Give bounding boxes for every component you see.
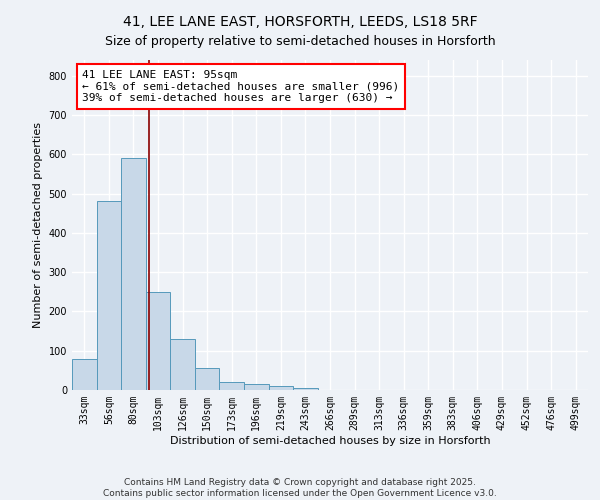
- Text: 41, LEE LANE EAST, HORSFORTH, LEEDS, LS18 5RF: 41, LEE LANE EAST, HORSFORTH, LEEDS, LS1…: [122, 15, 478, 29]
- Bar: [170, 339, 195, 390]
- Y-axis label: Number of semi-detached properties: Number of semi-detached properties: [33, 122, 43, 328]
- Bar: [146, 292, 170, 390]
- Bar: [72, 358, 97, 390]
- X-axis label: Distribution of semi-detached houses by size in Horsforth: Distribution of semi-detached houses by …: [170, 436, 490, 446]
- Bar: [220, 382, 244, 390]
- Bar: [244, 384, 269, 390]
- Text: Contains HM Land Registry data © Crown copyright and database right 2025.
Contai: Contains HM Land Registry data © Crown c…: [103, 478, 497, 498]
- Bar: [97, 202, 121, 390]
- Bar: [293, 388, 318, 390]
- Bar: [269, 386, 293, 390]
- Text: 41 LEE LANE EAST: 95sqm
← 61% of semi-detached houses are smaller (996)
39% of s: 41 LEE LANE EAST: 95sqm ← 61% of semi-de…: [82, 70, 400, 103]
- Bar: [195, 368, 220, 390]
- Text: Size of property relative to semi-detached houses in Horsforth: Size of property relative to semi-detach…: [104, 35, 496, 48]
- Bar: [121, 158, 146, 390]
